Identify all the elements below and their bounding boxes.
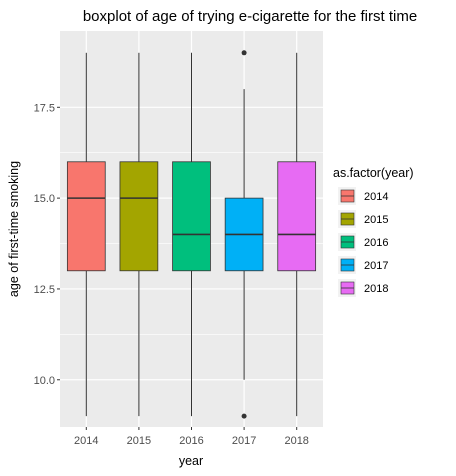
y-axis-label: age of first-time smoking	[7, 161, 21, 297]
y-tick-label: 15.0	[34, 193, 55, 205]
x-axis-ticks: 2014 2015 2016 2017 2018	[74, 427, 309, 447]
outlier-point	[241, 50, 247, 56]
box-2016	[172, 52, 211, 417]
box-2014	[66, 52, 106, 417]
box-iqr	[172, 161, 211, 272]
boxes	[66, 50, 317, 419]
x-tick-label: 2014	[74, 435, 98, 447]
legend: as.factor(year) 2014 2015 2016 2017 2018	[333, 166, 414, 297]
box-2015	[119, 52, 159, 417]
legend-label: 2018	[364, 283, 388, 295]
x-tick-label: 2016	[179, 435, 203, 447]
legend-label: 2017	[364, 260, 388, 272]
outlier-point	[241, 413, 247, 419]
y-tick-label: 12.5	[34, 284, 55, 296]
x-tick-label: 2017	[232, 435, 256, 447]
legend-title: as.factor(year)	[333, 166, 414, 180]
legend-item-2017: 2017	[338, 256, 388, 274]
box-2017	[224, 50, 264, 419]
box-2018	[277, 52, 317, 417]
x-tick-label: 2018	[284, 435, 308, 447]
legend-item-2018: 2018	[338, 279, 388, 297]
legend-item-2014: 2014	[338, 187, 388, 205]
y-axis-ticks: 10.0 12.5 15.0 17.5	[34, 102, 60, 387]
legend-item-2016: 2016	[338, 233, 388, 251]
legend-label: 2014	[364, 191, 388, 203]
box-iqr	[277, 161, 317, 272]
box-iqr	[119, 161, 159, 272]
box-iqr	[66, 161, 106, 272]
legend-label: 2016	[364, 237, 388, 249]
x-tick-label: 2015	[127, 435, 151, 447]
y-tick-label: 17.5	[34, 102, 55, 114]
legend-item-2015: 2015	[338, 210, 388, 228]
x-axis-label: year	[179, 454, 203, 468]
chart-title: boxplot of age of trying e-cigarette for…	[83, 8, 417, 25]
legend-label: 2015	[364, 214, 388, 226]
y-tick-label: 10.0	[34, 375, 55, 387]
